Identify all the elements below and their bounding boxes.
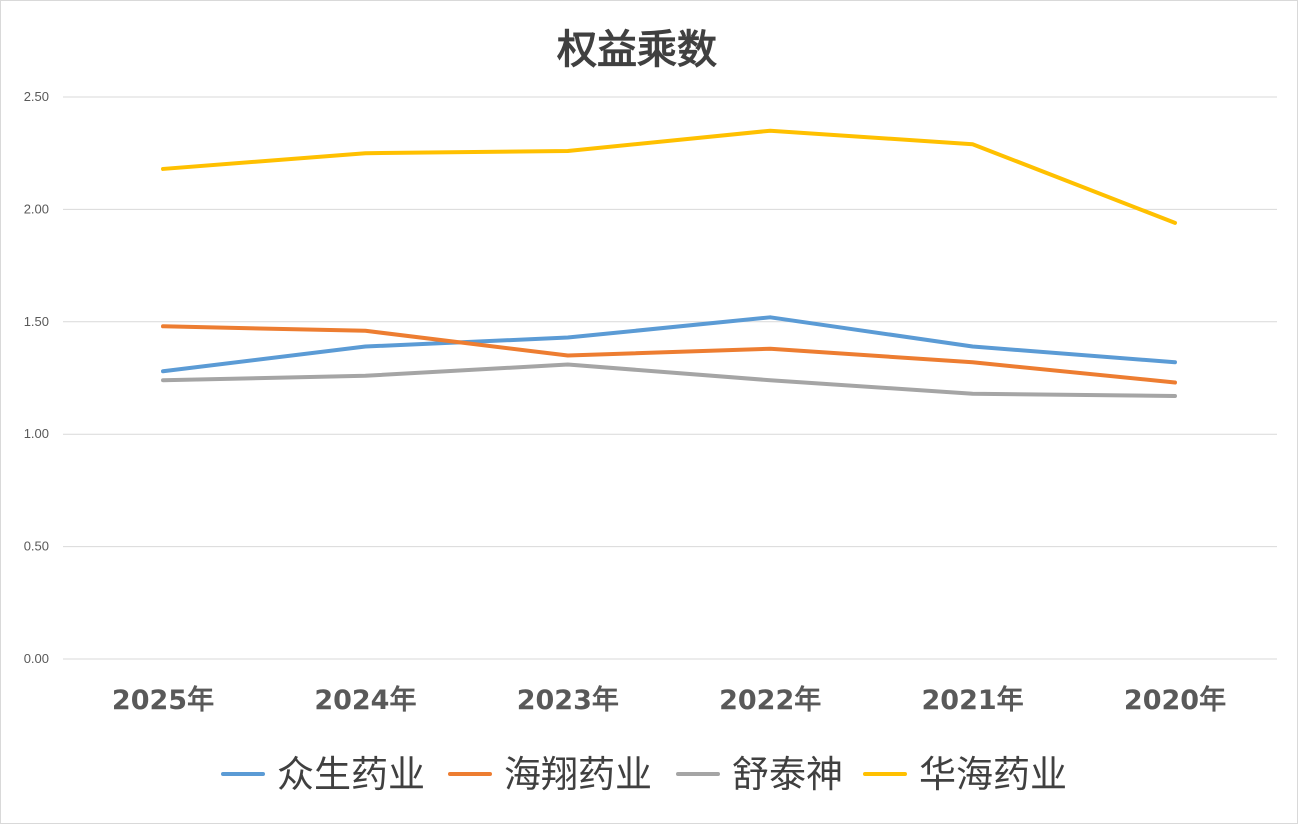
- chart-title: 权益乘数: [556, 26, 717, 73]
- y-tick-label: 0.50: [24, 539, 49, 554]
- x-axis-tick-labels: 2025年 2024年 2023年 2022年 2021年 2020年: [112, 684, 1226, 716]
- legend-item: 海翔药业: [448, 753, 652, 796]
- legend-label: 华海药业: [919, 753, 1067, 796]
- series-line-3: [161, 362, 1177, 398]
- y-tick-label: 2.50: [24, 89, 49, 104]
- series-line-2: [161, 324, 1177, 385]
- legend-item: 舒泰神: [676, 753, 843, 796]
- y-tick-label: 1.50: [24, 314, 49, 329]
- x-tick-label: 2024年: [314, 684, 416, 716]
- legend-item: 众生药业: [221, 753, 425, 796]
- y-axis-tick-labels: 0.00 0.50 1.00 1.50 2.00 2.50: [24, 89, 49, 666]
- legend-label: 众生药业: [277, 753, 425, 796]
- x-tick-label: 2022年: [719, 684, 821, 716]
- series-lines: [161, 128, 1177, 398]
- gridlines: [63, 96, 1277, 660]
- legend: 众生药业 海翔药业 舒泰神 华海药业: [221, 753, 1067, 796]
- y-tick-label: 1.00: [24, 426, 49, 441]
- y-tick-label: 0.00: [24, 651, 49, 666]
- x-tick-label: 2025年: [112, 684, 214, 716]
- legend-label: 海翔药业: [504, 753, 652, 796]
- x-tick-label: 2023年: [517, 684, 619, 716]
- legend-item: 华海药业: [863, 753, 1067, 796]
- series-line-4: [161, 128, 1177, 225]
- x-tick-label: 2020年: [1124, 684, 1226, 716]
- y-tick-label: 2.00: [24, 201, 49, 216]
- series-line-1: [161, 315, 1177, 374]
- legend-label: 舒泰神: [732, 753, 843, 796]
- x-tick-label: 2021年: [922, 684, 1024, 716]
